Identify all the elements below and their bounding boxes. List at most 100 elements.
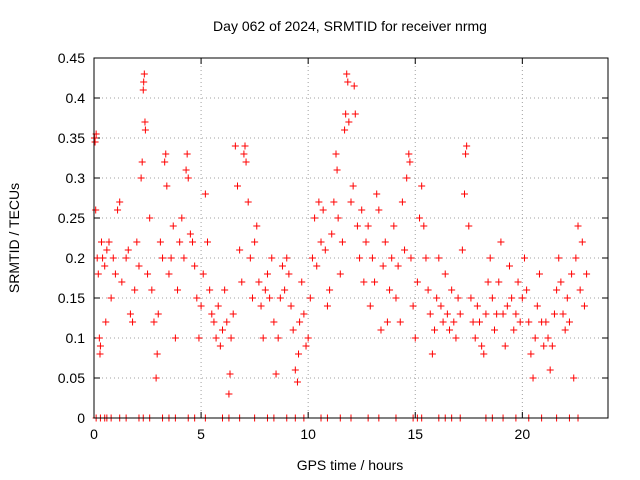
- data-point: [533, 302, 541, 310]
- data-point: [473, 302, 481, 310]
- data-point: [480, 350, 488, 358]
- data-point: [138, 158, 146, 166]
- data-point: [360, 278, 368, 286]
- data-point: [293, 378, 301, 386]
- data-point: [199, 270, 207, 278]
- data-point: [452, 334, 460, 342]
- x-tick-label: 0: [90, 426, 98, 442]
- data-point: [349, 182, 357, 190]
- data-point: [428, 350, 436, 358]
- data-point: [531, 334, 539, 342]
- data-point: [302, 342, 310, 350]
- data-point: [416, 214, 424, 222]
- y-tick-label: 0: [77, 410, 85, 426]
- data-point: [565, 318, 573, 326]
- x-axis-title: GPS time / hours: [297, 457, 404, 473]
- data-point: [191, 262, 199, 270]
- data-point: [159, 254, 167, 262]
- data-point: [206, 286, 214, 294]
- data-point: [244, 198, 252, 206]
- data-point: [323, 302, 331, 310]
- data-point: [578, 238, 586, 246]
- data-point: [298, 278, 306, 286]
- data-point: [486, 254, 494, 262]
- data-point: [548, 342, 556, 350]
- data-point: [189, 238, 197, 246]
- data-point: [148, 286, 156, 294]
- data-point: [366, 302, 374, 310]
- data-point: [535, 270, 543, 278]
- data-point: [96, 342, 104, 350]
- data-point: [347, 198, 355, 206]
- data-point: [409, 302, 417, 310]
- data-point: [315, 198, 323, 206]
- data-point: [583, 270, 591, 278]
- data-point: [450, 318, 458, 326]
- data-point: [461, 190, 469, 198]
- data-point: [126, 310, 134, 318]
- data-point: [561, 326, 569, 334]
- data-point: [570, 374, 578, 382]
- data-point: [219, 326, 226, 334]
- data-point: [375, 206, 383, 214]
- data-point: [338, 238, 346, 246]
- data-point: [351, 110, 359, 118]
- chart-title: Day 062 of 2024, SRMTID for receiver nrm…: [213, 18, 487, 34]
- data-point: [133, 238, 141, 246]
- y-tick-label: 0.05: [58, 370, 85, 386]
- data-point: [174, 286, 182, 294]
- data-point: [405, 150, 413, 158]
- data-point: [463, 142, 471, 150]
- data-point: [304, 334, 312, 342]
- data-point: [178, 214, 186, 222]
- data-point: [544, 334, 552, 342]
- data-point: [383, 318, 391, 326]
- data-point: [345, 118, 353, 126]
- data-point: [499, 310, 507, 318]
- data-point: [333, 166, 341, 174]
- data-point: [99, 254, 107, 262]
- data-point: [497, 238, 505, 246]
- data-point: [572, 254, 580, 262]
- data-point: [394, 262, 402, 270]
- data-point: [448, 286, 456, 294]
- y-tick-label: 0.25: [58, 210, 85, 226]
- data-point: [261, 286, 269, 294]
- data-point: [390, 222, 398, 230]
- x-tick-label: 10: [300, 426, 316, 442]
- data-point: [289, 326, 297, 334]
- data-point: [308, 254, 316, 262]
- data-point: [523, 286, 531, 294]
- data-point: [283, 254, 291, 262]
- data-point: [95, 334, 103, 342]
- data-point: [332, 150, 340, 158]
- data-point: [300, 310, 308, 318]
- data-point: [542, 318, 550, 326]
- data-point: [362, 238, 370, 246]
- data-point: [527, 350, 535, 358]
- data-point: [510, 326, 518, 334]
- data-point: [210, 318, 218, 326]
- data-point: [381, 238, 389, 246]
- data-point: [231, 142, 239, 150]
- data-point: [495, 278, 503, 286]
- data-point: [150, 318, 158, 326]
- data-point: [306, 294, 314, 302]
- data-point: [326, 286, 334, 294]
- data-point: [97, 238, 105, 246]
- data-point: [574, 222, 582, 230]
- data-point: [165, 270, 173, 278]
- data-point: [505, 262, 513, 270]
- data-point: [555, 254, 563, 262]
- data-point: [107, 294, 115, 302]
- data-point: [226, 370, 234, 378]
- data-point: [146, 214, 154, 222]
- y-tick-label: 0.35: [58, 130, 85, 146]
- data-point: [529, 374, 537, 382]
- data-point: [139, 86, 147, 94]
- data-point: [490, 326, 498, 334]
- data-point: [285, 270, 293, 278]
- data-point: [321, 246, 329, 254]
- data-point: [91, 138, 99, 146]
- data-point: [411, 334, 419, 342]
